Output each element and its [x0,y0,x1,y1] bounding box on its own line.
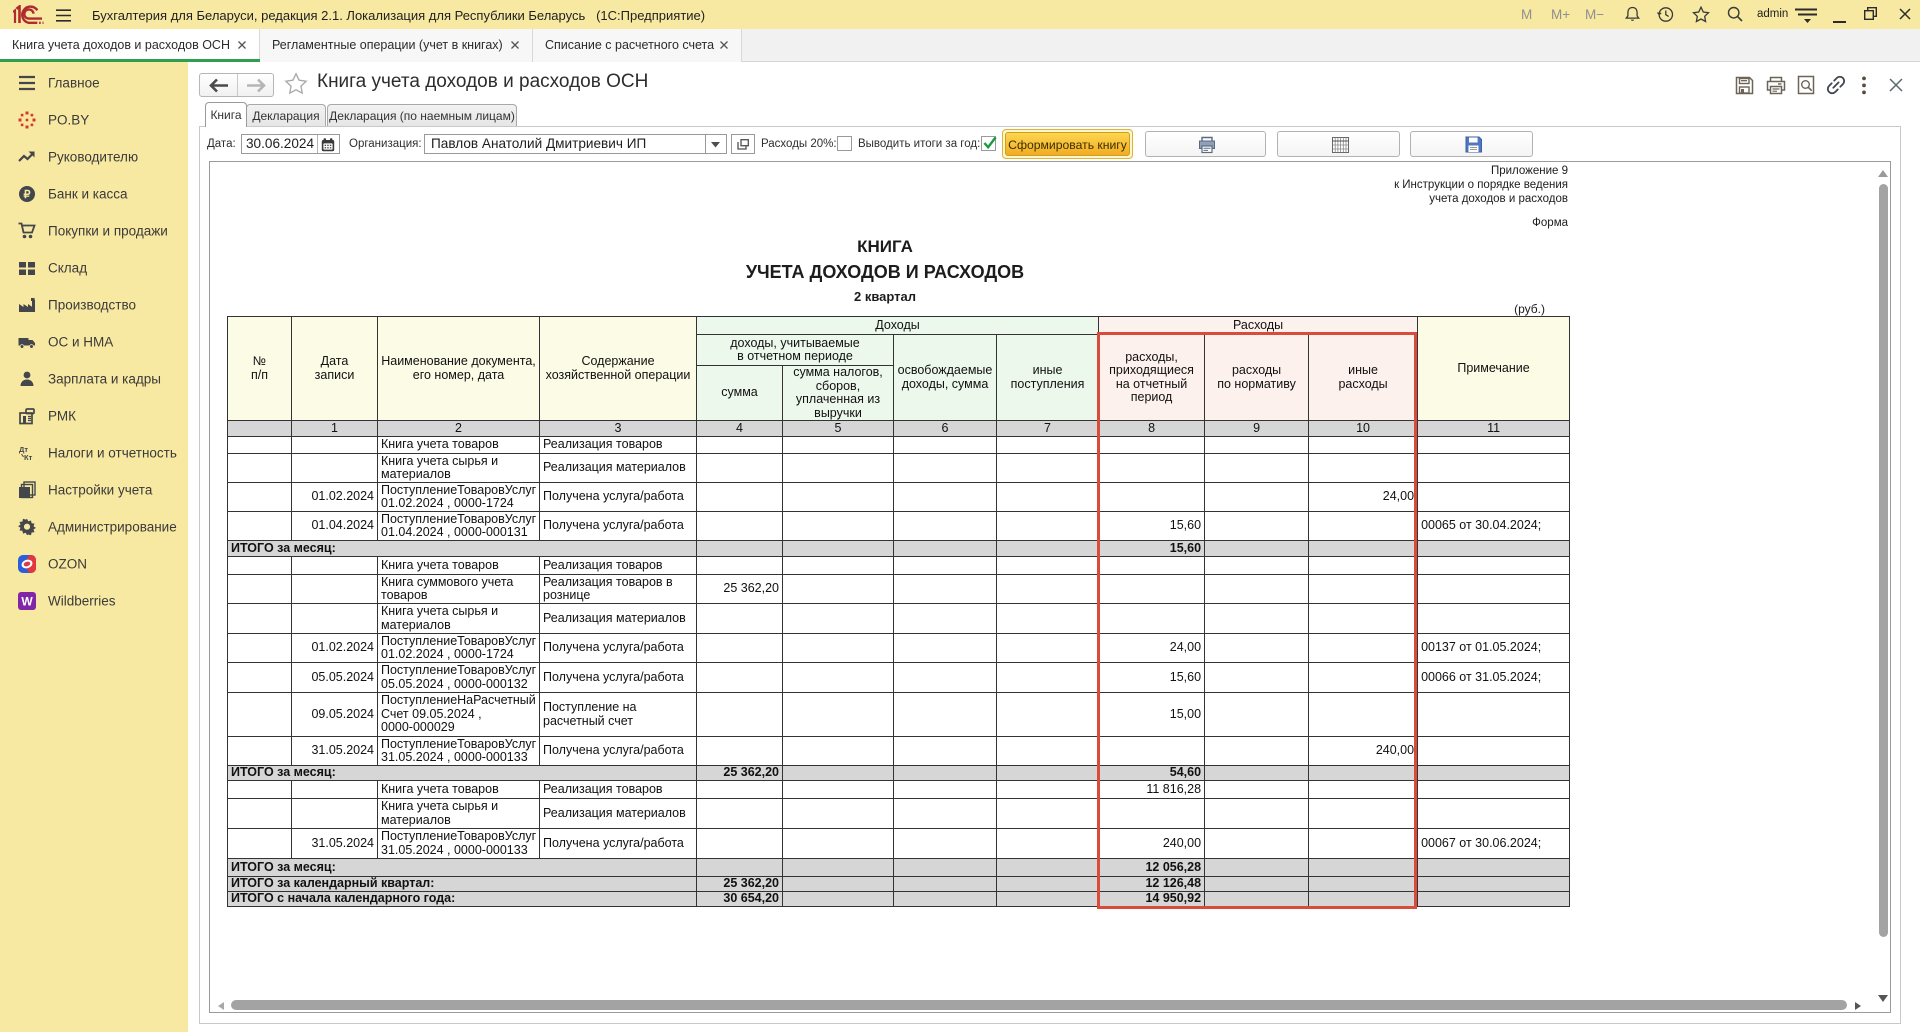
svg-text:₽: ₽ [24,189,31,201]
svg-text:W: W [21,595,33,609]
svg-text:Кт: Кт [24,453,33,462]
svg-text:Дт: Дт [19,445,28,454]
